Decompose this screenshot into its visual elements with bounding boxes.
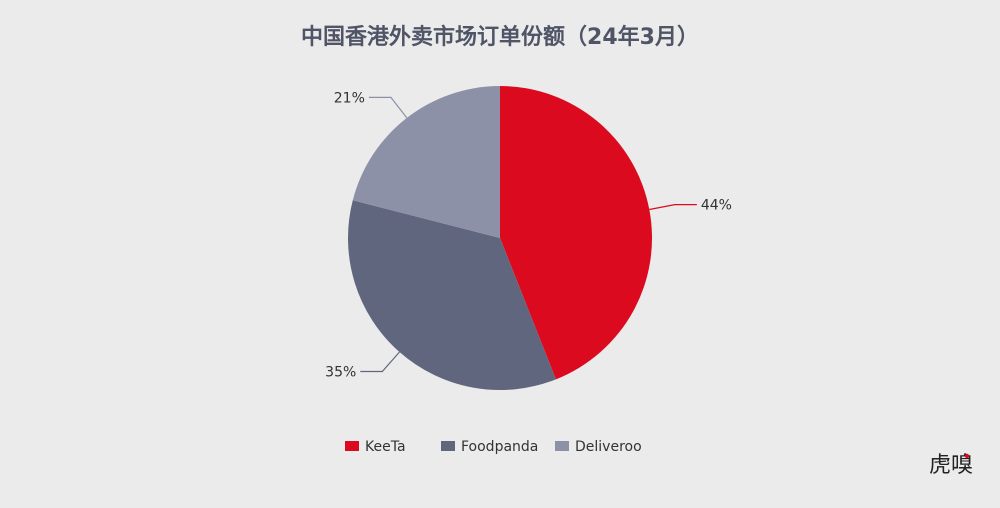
legend: KeeTa Foodpanda Deliveroo [345, 439, 642, 455]
legend-label-deliveroo: Deliveroo [575, 439, 642, 455]
leader-line-deliveroo [368, 96, 408, 119]
watermark-logo: 虎嗅 [929, 453, 973, 478]
data-label-deliveroo: 21% [334, 90, 365, 106]
legend-label-keeta: KeeTa [365, 439, 406, 455]
legend-swatch-foodpanda [441, 441, 455, 451]
pie-slice-keeta [500, 86, 652, 380]
watermark-dot [964, 453, 970, 459]
pie-slices [348, 86, 652, 390]
pie-slice-deliveroo [352, 86, 500, 238]
leader-line-foodpanda [360, 351, 400, 373]
data-label-foodpanda: 35% [325, 365, 356, 381]
chart-title: 中国香港外卖市场订单份额（24年3月） [301, 24, 699, 50]
leader-line-keeta [649, 204, 697, 211]
pie-labels: 44% 35% 21% [325, 90, 732, 380]
legend-swatch-deliveroo [555, 441, 569, 451]
pie-slice-foodpanda [348, 200, 556, 390]
legend-swatch-keeta [345, 441, 359, 451]
legend-label-foodpanda: Foodpanda [461, 439, 538, 455]
data-label-keeta: 44% [701, 198, 732, 214]
